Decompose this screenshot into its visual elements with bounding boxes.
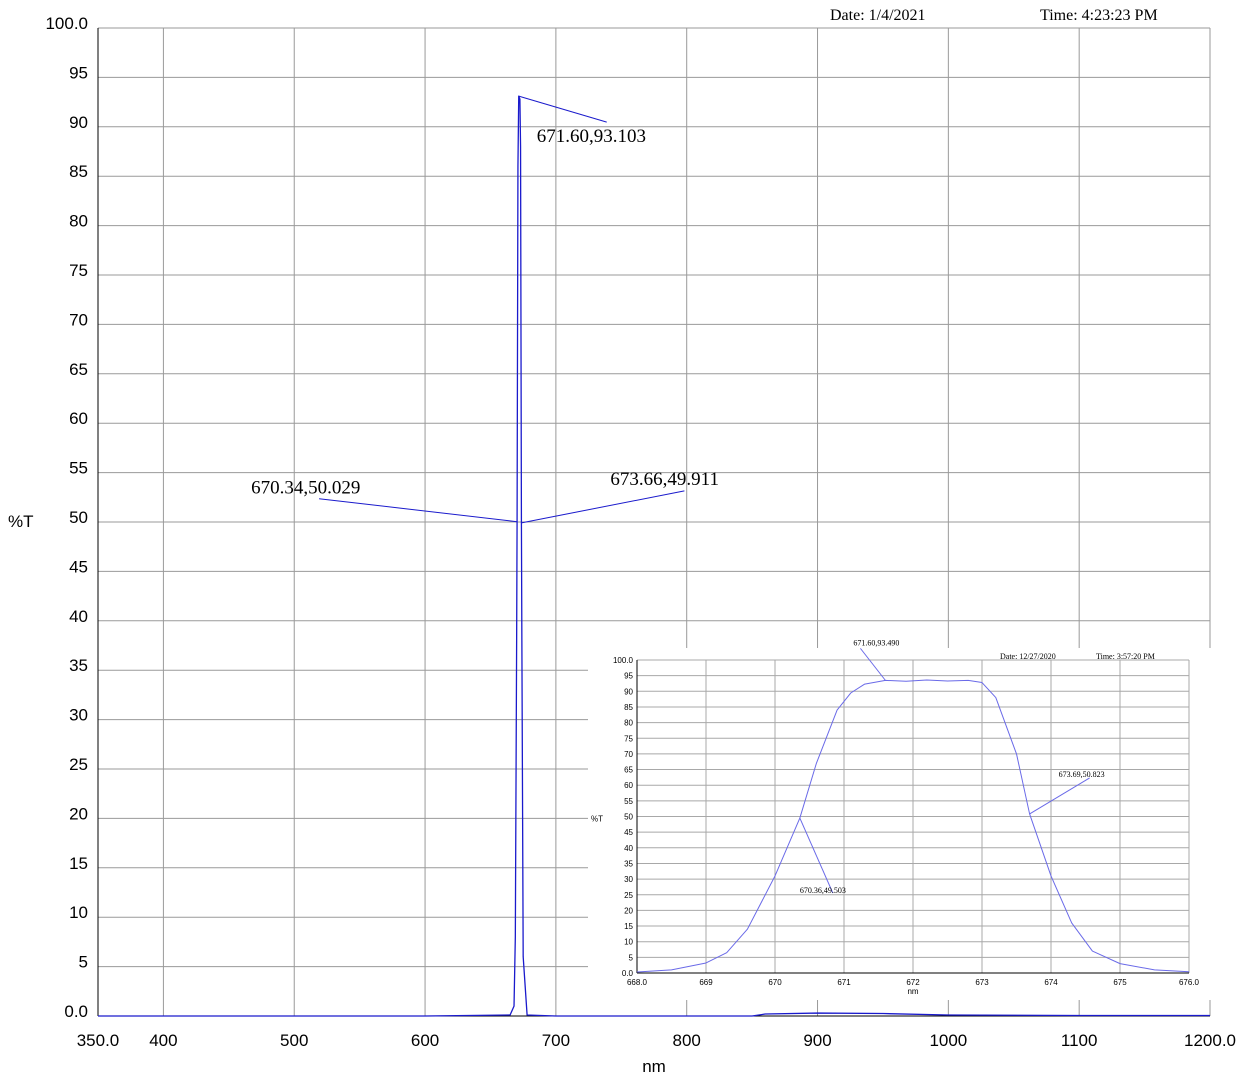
inset-series-line (636, 679, 1190, 973)
inset-date: Date: 12/27/2020 (1000, 652, 1056, 661)
annotation-leader (319, 498, 518, 523)
x-tick-label: 1000 (929, 1031, 967, 1050)
y-tick-label: 60 (69, 409, 88, 428)
y-tick-label: 55 (69, 459, 88, 478)
y-tick-label: 45 (69, 557, 88, 576)
inset-y-tick-label: 90 (624, 687, 633, 696)
y-tick-label: 80 (69, 212, 88, 231)
inset-annotation-label: 673.69,50.823 (1059, 770, 1105, 779)
inset-annotation-leader (860, 648, 886, 681)
x-tick-label: 900 (803, 1031, 831, 1050)
inset-annotation-label: 670.36,49.503 (800, 886, 846, 895)
x-tick-label: 400 (149, 1031, 177, 1050)
x-tick-label: 1100 (1061, 1031, 1098, 1050)
annotation-label: 673.66,49.911 (610, 469, 719, 490)
y-tick-label: 0.0 (64, 1002, 88, 1021)
y-axis-title: %T (8, 512, 34, 531)
annotation-leader (518, 95, 607, 123)
chart-time: Time: 4:23:23 PM (1040, 7, 1158, 24)
y-tick-label: 75 (69, 261, 88, 280)
inset-x-tick-label: 673 (975, 978, 989, 987)
x-axis-title: nm (642, 1057, 666, 1076)
inset-x-axis-title: nm (907, 987, 918, 996)
annotation-leader (521, 490, 685, 524)
inset-y-tick-label: 55 (624, 797, 633, 806)
y-tick-label: 5 (79, 953, 88, 972)
inset-background (588, 648, 1212, 1000)
y-tick-label: 95 (69, 63, 88, 82)
inset-time: Time: 3:57:20 PM (1096, 652, 1155, 661)
inset-y-tick-label: 15 (624, 922, 633, 931)
inset-y-tick-label: 85 (624, 703, 633, 712)
inset-x-tick-label: 674 (1044, 978, 1058, 987)
inset-annotation-label: 671.60,93.490 (853, 638, 899, 647)
inset-y-tick-label: 75 (624, 734, 633, 743)
inset-x-tick-label: 668.0 (627, 978, 648, 987)
inset-y-tick-label: 20 (624, 906, 633, 915)
y-tick-label: 100.0 (45, 14, 88, 33)
y-tick-label: 50 (69, 508, 88, 527)
inset-annotation-leader (799, 817, 834, 894)
inset-y-tick-label: 35 (624, 859, 633, 868)
x-tick-label: 800 (673, 1031, 701, 1050)
inset-y-axis-title: %T (591, 815, 603, 824)
inset-annotation-leader (1029, 777, 1090, 815)
inset-y-tick-label: 50 (624, 813, 633, 822)
inset-x-tick-label: 675 (1113, 978, 1127, 987)
x-tick-label: 600 (411, 1031, 439, 1050)
inset-y-tick-label: 95 (624, 672, 633, 681)
inset-plot: 0.0 5 10 15 20 25 30 35 40 45 50 55 60 65 70 75 80 85 90 95… (588, 638, 1212, 1000)
inset-x-tick-label: 670 (768, 978, 782, 987)
inset-x-tick-label: 676.0 (1179, 978, 1200, 987)
inset-y-tick-label: 10 (624, 938, 633, 947)
chart-date: Date: 1/4/2021 (830, 7, 926, 24)
inset-y-tick-label: 25 (624, 891, 633, 900)
inset-y-tick-label: 70 (624, 750, 633, 759)
inset-y-tick-label: 45 (624, 828, 633, 837)
y-tick-label: 15 (69, 854, 88, 873)
y-tick-label: 40 (69, 607, 88, 626)
y-tick-label: 25 (69, 755, 88, 774)
x-tick-label: 1200.0 (1184, 1031, 1236, 1050)
inset-y-tick-label: 0.0 (622, 969, 634, 978)
annotation-label: 671.60,93.103 (537, 126, 646, 147)
x-tick-label: 700 (542, 1031, 570, 1050)
y-tick-label: 90 (69, 113, 88, 132)
y-tick-label: 20 (69, 804, 88, 823)
series-line (98, 95, 1210, 1017)
inset-x-tick-label: 669 (699, 978, 713, 987)
y-tick-label: 35 (69, 656, 88, 675)
inset-y-tick-label: 65 (624, 766, 633, 775)
inset-y-tick-label: 30 (624, 875, 633, 884)
inset-y-tick-label: 80 (624, 719, 633, 728)
inset-x-tick-label: 671 (837, 978, 851, 987)
annotation-label: 670.34,50.029 (251, 478, 360, 499)
y-tick-label: 65 (69, 360, 88, 379)
y-tick-label: 85 (69, 162, 88, 181)
inset-y-tick-label: 60 (624, 781, 633, 790)
x-tick-label: 500 (280, 1031, 308, 1050)
y-tick-label: 70 (69, 310, 88, 329)
x-tick-label: 350.0 (77, 1031, 120, 1050)
inset-y-tick-label: 40 (624, 844, 633, 853)
y-tick-label: 30 (69, 706, 88, 725)
inset-x-tick-label: 672 (906, 978, 920, 987)
y-tick-label: 10 (69, 903, 88, 922)
inset-y-tick-label: 100.0 (613, 656, 634, 665)
inset-y-tick-label: 5 (629, 953, 634, 962)
